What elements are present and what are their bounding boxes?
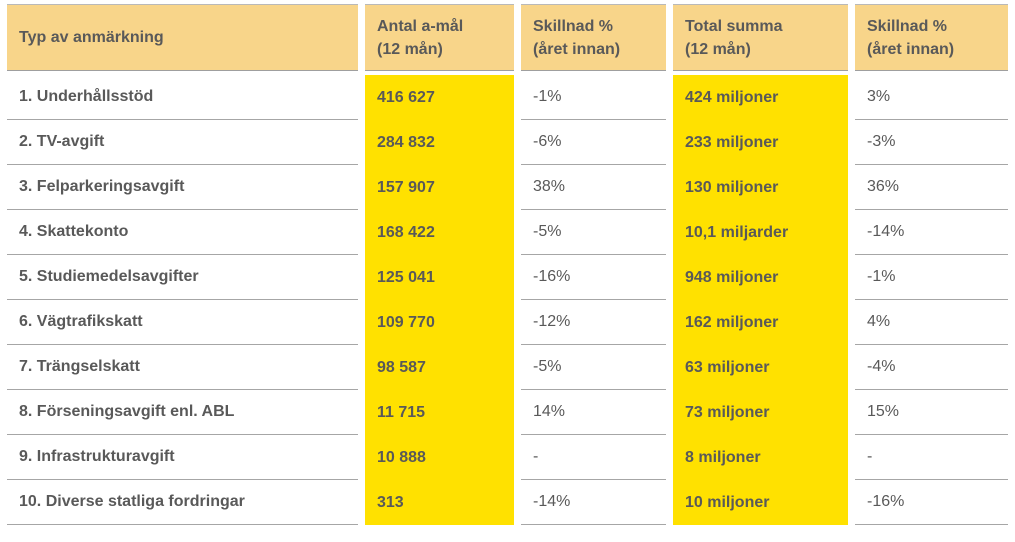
summa-cell: 10,1 miljarder — [673, 210, 848, 255]
summa-cell: 424 miljoner — [673, 75, 848, 120]
typ-cell: 8. Förseningsavgift enl. ABL — [7, 390, 358, 435]
table-row: 2. TV-avgift 284 832 -6% 233 miljoner -3% — [7, 120, 1008, 165]
antal-cell: 313 — [365, 480, 514, 525]
header-typ-av-anmarkning: Typ av anmärkning — [7, 4, 358, 71]
antal-cell: 416 627 — [365, 75, 514, 120]
typ-cell: 1. Underhållsstöd — [7, 75, 358, 120]
skillnad-antal-cell: -5% — [521, 210, 666, 255]
header-total-summa: Total summa (12 mån) — [673, 4, 848, 71]
typ-cell: 9. Infrastrukturavgift — [7, 435, 358, 480]
skillnad-summa-cell: -4% — [855, 345, 1008, 390]
summa-cell: 948 miljoner — [673, 255, 848, 300]
typ-cell: 3. Felparkeringsavgift — [7, 165, 358, 210]
antal-cell: 11 715 — [365, 390, 514, 435]
table-body: 1. Underhållsstöd 416 627 -1% 424 miljoner 3… — [7, 71, 1008, 525]
skillnad-antal-cell: -14% — [521, 480, 666, 525]
antal-cell: 125 041 — [365, 255, 514, 300]
typ-cell: 6. Vägtrafikskatt — [7, 300, 358, 345]
skillnad-antal-cell: 14% — [521, 390, 666, 435]
table-row: 4. Skattekonto 168 422 -5% 10,1 miljarder -1… — [7, 210, 1008, 255]
header-skillnad-antal: Skillnad % (året innan) — [521, 4, 666, 71]
skillnad-antal-cell: -12% — [521, 300, 666, 345]
antal-cell: 109 770 — [365, 300, 514, 345]
typ-cell: 5. Studiemedelsavgifter — [7, 255, 358, 300]
skillnad-summa-cell: -3% — [855, 120, 1008, 165]
skillnad-summa-cell: -16% — [855, 480, 1008, 525]
header-skillnad-summa: Skillnad % (året innan) — [855, 4, 1008, 71]
skillnad-antal-cell: - — [521, 435, 666, 480]
table-row: 5. Studiemedelsavgifter 125 041 -16% 948 mi… — [7, 255, 1008, 300]
skillnad-summa-cell: 15% — [855, 390, 1008, 435]
table-row: 6. Vägtrafikskatt 109 770 -12% 162 miljoner… — [7, 300, 1008, 345]
antal-cell: 168 422 — [365, 210, 514, 255]
summa-cell: 63 miljoner — [673, 345, 848, 390]
summa-cell: 233 miljoner — [673, 120, 848, 165]
skillnad-summa-cell: 4% — [855, 300, 1008, 345]
header-antal-a-mal: Antal a-mål (12 mån) — [365, 4, 514, 71]
summa-cell: 130 miljoner — [673, 165, 848, 210]
header-row: Typ av anmärkning Antal a-mål (12 mån) Skil… — [7, 4, 1008, 71]
anmarkning-statistics-table: Typ av anmärkning Antal a-mål (12 mån) Skil… — [0, 4, 1015, 525]
skillnad-antal-cell: 38% — [521, 165, 666, 210]
antal-cell: 157 907 — [365, 165, 514, 210]
summa-cell: 162 miljoner — [673, 300, 848, 345]
table-row: 3. Felparkeringsavgift 157 907 38% 130 milj… — [7, 165, 1008, 210]
skillnad-antal-cell: -16% — [521, 255, 666, 300]
table-row: 10. Diverse statliga fordringar 313 -14% 10… — [7, 480, 1008, 525]
skillnad-summa-cell: 3% — [855, 75, 1008, 120]
skillnad-antal-cell: -5% — [521, 345, 666, 390]
typ-cell: 4. Skattekonto — [7, 210, 358, 255]
table-header: Typ av anmärkning Antal a-mål (12 mån) Skil… — [7, 4, 1008, 71]
summa-cell: 73 miljoner — [673, 390, 848, 435]
table-row: 7. Trängselskatt 98 587 -5% 63 miljoner -4% — [7, 345, 1008, 390]
typ-cell: 7. Trängselskatt — [7, 345, 358, 390]
table-row: 1. Underhållsstöd 416 627 -1% 424 miljoner 3… — [7, 75, 1008, 120]
table-row: 8. Förseningsavgift enl. ABL 11 715 14% 73 … — [7, 390, 1008, 435]
skillnad-antal-cell: -1% — [521, 75, 666, 120]
skillnad-antal-cell: -6% — [521, 120, 666, 165]
skillnad-summa-cell: -14% — [855, 210, 1008, 255]
skillnad-summa-cell: - — [855, 435, 1008, 480]
summa-cell: 8 miljoner — [673, 435, 848, 480]
typ-cell: 10. Diverse statliga fordringar — [7, 480, 358, 525]
skillnad-summa-cell: 36% — [855, 165, 1008, 210]
antal-cell: 10 888 — [365, 435, 514, 480]
skillnad-summa-cell: -1% — [855, 255, 1008, 300]
summa-cell: 10 miljoner — [673, 480, 848, 525]
table-row: 9. Infrastrukturavgift 10 888-8 miljoner - — [7, 435, 1008, 480]
typ-cell: 2. TV-avgift — [7, 120, 358, 165]
antal-cell: 284 832 — [365, 120, 514, 165]
antal-cell: 98 587 — [365, 345, 514, 390]
